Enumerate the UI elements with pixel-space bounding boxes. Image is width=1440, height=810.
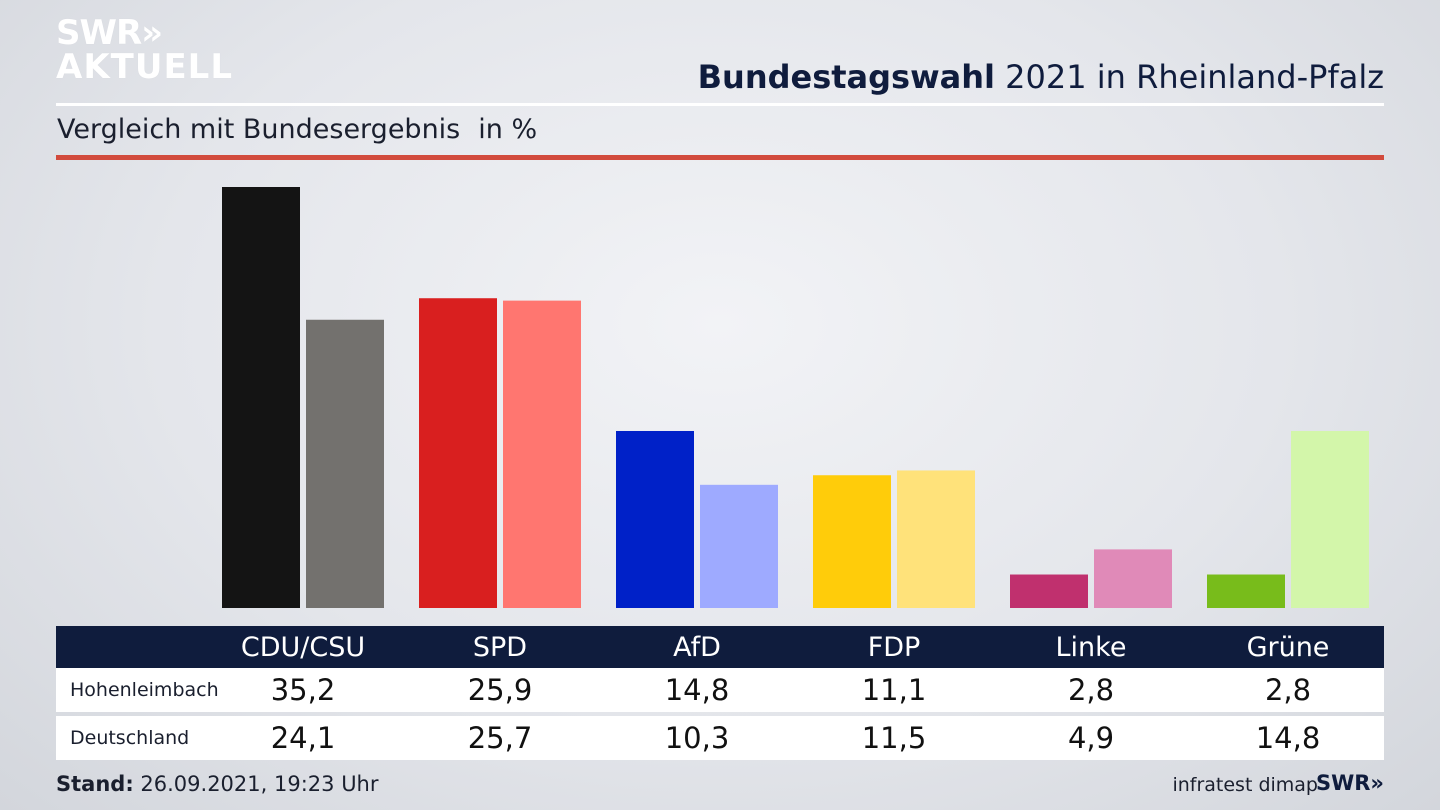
timestamp: Stand: 26.09.2021, 19:23 Uhr <box>56 772 379 796</box>
source-credit: infratest dimap <box>1172 774 1318 796</box>
subtitle-rule <box>56 155 1384 160</box>
value-cell: 14,8 <box>664 673 730 707</box>
party-header: SPD <box>472 631 528 663</box>
swr-small-logo: SWR» <box>1316 771 1384 795</box>
bar-afd-deutschland <box>700 484 778 608</box>
value-cell: 11,5 <box>861 721 927 755</box>
value-cell: 35,2 <box>270 673 336 707</box>
bar-chart <box>222 187 1369 608</box>
logo-arrows-icon: » <box>141 13 163 53</box>
swr-small-text: SWR <box>1315 771 1371 795</box>
table-row: Hohenleimbach 35,2 25,9 14,8 11,1 2,8 2,8 <box>56 668 1384 712</box>
value-cell: 2,8 <box>1264 673 1312 707</box>
logo-swr-text: SWR <box>56 13 142 53</box>
value-cell: 4,9 <box>1067 721 1115 755</box>
bar-gr-ne-deutschland <box>1291 430 1369 608</box>
page-title: Bundestagswahl 2021 in Rheinland-Pfalz <box>698 58 1384 96</box>
bar-linke-deutschland <box>1094 549 1172 608</box>
value-cell: 24,1 <box>270 721 336 755</box>
party-header: Grüne <box>1246 631 1330 663</box>
swr-aktuell-logo: SWR» AKTUELL <box>56 16 233 84</box>
bar-cdu-csu-deutschland <box>306 319 384 608</box>
stand-value: 26.09.2021, 19:23 Uhr <box>140 772 379 796</box>
subtitle: Vergleich mit Bundesergebnis in % <box>57 114 537 145</box>
logo-aktuell-text: AKTUELL <box>56 47 234 87</box>
party-header: FDP <box>867 631 921 663</box>
results-table: CDU/CSU SPD AfD FDP Linke Grüne Hohenleimbach… <box>56 626 1384 760</box>
value-cell: 2,8 <box>1067 673 1115 707</box>
party-header: Linke <box>1055 631 1127 663</box>
table-row: Deutschland 24,1 25,7 10,3 11,5 4,9 14,8 <box>56 716 1384 760</box>
value-cell: 25,9 <box>467 673 533 707</box>
bar-fdp-hohenleimbach <box>813 475 891 608</box>
party-header: CDU/CSU <box>240 631 366 663</box>
value-cell: 25,7 <box>467 721 533 755</box>
swr-arrows-icon: » <box>1370 771 1384 795</box>
party-header: AfD <box>673 631 721 663</box>
bar-gr-ne-hohenleimbach <box>1207 574 1285 608</box>
table-header: CDU/CSU SPD AfD FDP Linke Grüne <box>56 626 1384 668</box>
row-label: Deutschland <box>70 727 190 749</box>
bar-spd-deutschland <box>503 300 581 608</box>
bar-linke-hohenleimbach <box>1010 574 1088 608</box>
subtitle-text: Vergleich mit Bundesergebnis <box>57 114 461 145</box>
bar-afd-hohenleimbach <box>616 430 694 608</box>
stand-label: Stand: <box>56 772 134 796</box>
subtitle-unit: in % <box>478 114 538 145</box>
value-cell: 11,1 <box>861 673 927 707</box>
title-rest: 2021 in Rheinland-Pfalz <box>1005 58 1384 96</box>
value-cell: 14,8 <box>1255 721 1321 755</box>
value-cell: 10,3 <box>664 721 730 755</box>
bar-spd-hohenleimbach <box>419 298 497 608</box>
title-bold: Bundestagswahl <box>697 58 995 96</box>
header-divider <box>56 103 1384 106</box>
bar-fdp-deutschland <box>897 470 975 608</box>
row-label: Hohenleimbach <box>70 679 219 701</box>
bar-cdu-csu-hohenleimbach <box>222 187 300 608</box>
